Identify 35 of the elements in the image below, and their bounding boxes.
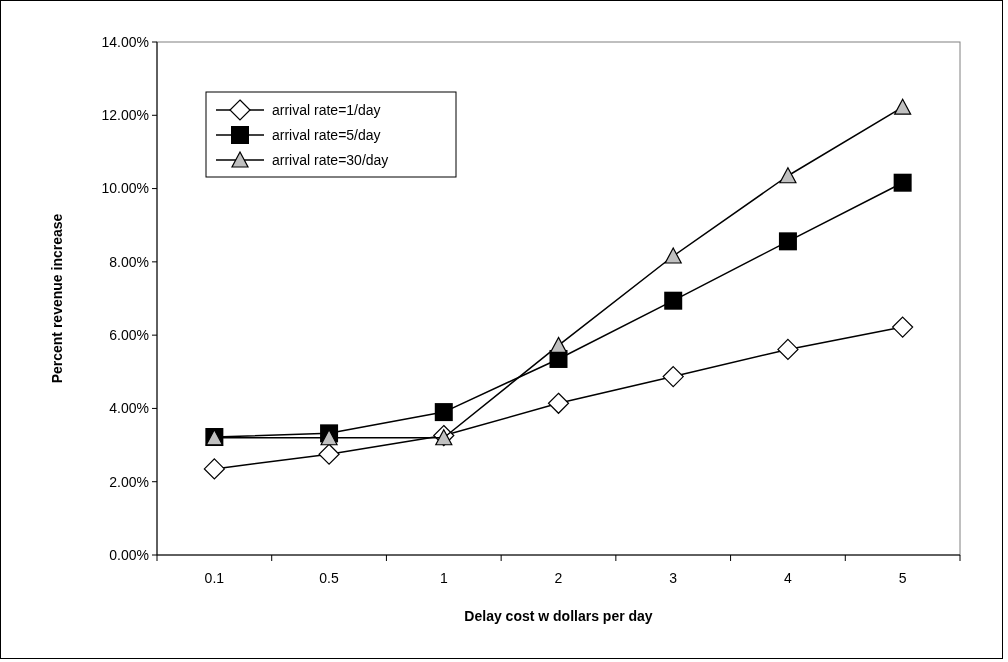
point <box>318 443 340 465</box>
y-tick-label: 4.00% <box>109 400 149 417</box>
legend-label: arrival rate=30/day <box>272 151 389 168</box>
x-tick-label: 1 <box>439 570 448 586</box>
legend-label: arrival rate=5/day <box>272 126 381 143</box>
x-tick-label: 0.5 <box>319 570 340 586</box>
point <box>547 392 570 414</box>
point <box>434 403 453 422</box>
y-tick-label: 2.00% <box>109 473 149 490</box>
point <box>779 167 797 184</box>
x-axis-title: Delay cost w dollars per day <box>464 608 653 624</box>
x-tick-label: 3 <box>669 570 678 586</box>
y-tick-label: 0.00% <box>109 546 149 563</box>
point <box>203 458 225 480</box>
point <box>664 247 682 264</box>
point <box>893 173 912 192</box>
x-tick-label: 0.1 <box>204 570 225 586</box>
y-tick-label: 14.00% <box>101 33 149 50</box>
x-tick-label: 5 <box>898 570 907 586</box>
point <box>320 429 338 446</box>
point <box>777 338 799 361</box>
point <box>778 232 797 251</box>
point <box>894 98 912 115</box>
y-axis-title: Percent revenue increase <box>49 213 65 384</box>
point <box>662 365 684 388</box>
y-tick-label: 10.00% <box>101 180 149 197</box>
x-tick-label: 4 <box>784 570 793 586</box>
y-tick-label: 8.00% <box>109 253 149 270</box>
point <box>664 291 683 310</box>
y-tick-label: 6.00% <box>109 327 149 344</box>
point <box>892 316 914 338</box>
legend-label: arrival rate=1/day <box>272 101 381 118</box>
y-tick-label: 12.00% <box>101 107 149 124</box>
x-tick-label: 2 <box>554 570 563 586</box>
point <box>549 336 568 353</box>
